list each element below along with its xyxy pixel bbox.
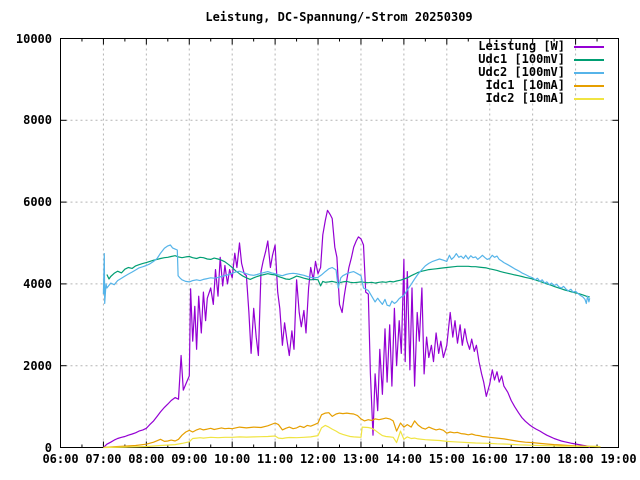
legend-item: Udc1 [100mV] [478,53,604,66]
series-line-leistung [102,209,591,448]
x-tick-label: 09:00 [171,452,208,466]
x-tick-label: 15:00 [428,452,465,466]
y-tick-label: 0 [44,440,52,455]
x-tick-label: 17:00 [514,452,551,466]
series-line-idc1 [103,412,601,449]
series-line-udc2 [102,244,591,307]
legend-label: Idc1 [10mA] [485,78,565,92]
legend-line-sample [574,45,604,48]
y-tick-label: 10000 [15,31,52,46]
x-tick-label: 10:00 [214,452,251,466]
legend-item: Udc2 [100mV] [478,66,604,79]
x-tick-label: 07:00 [85,452,122,466]
x-tick-label: 12:00 [299,452,337,466]
y-tick-label: 8000 [23,113,52,128]
legend-line-sample [574,58,604,61]
legend-label: Udc2 [100mV] [478,65,565,79]
y-tick-label: 4000 [23,276,52,291]
series-line-udc1 [106,255,590,298]
legend-line-sample [574,71,604,74]
x-tick-label: 18:00 [557,452,594,466]
series-line-idc2 [103,424,601,449]
x-tick-label: 16:00 [471,452,508,466]
x-tick-label: 08:00 [128,452,165,466]
y-tick-label: 6000 [23,195,52,210]
legend-item: Idc2 [10mA] [478,92,604,105]
legend-label: Idc2 [10mA] [485,91,565,105]
x-tick-label: 13:00 [342,452,380,466]
y-tick-label: 2000 [23,358,52,373]
chart-title: Leistung, DC-Spannung/-Strom 20250309 [205,10,473,24]
legend-label: Udc1 [100mV] [478,52,565,66]
x-tick-label: 14:00 [385,452,422,466]
x-tick-label: 19:00 [600,452,637,466]
legend-item: Idc1 [10mA] [478,79,604,92]
gridlines [60,38,619,448]
legend-item: Leistung [W] [478,40,604,53]
plot-border [60,38,619,448]
legend: Leistung [W] Udc1 [100mV] Udc2 [100mV] Idc1… [478,40,604,105]
legend-label: Leistung [W] [478,39,565,53]
legend-line-sample [574,97,604,100]
x-tick-label: 06:00 [42,452,79,466]
legend-line-sample [574,84,604,87]
x-tick-label: 11:00 [257,452,294,466]
